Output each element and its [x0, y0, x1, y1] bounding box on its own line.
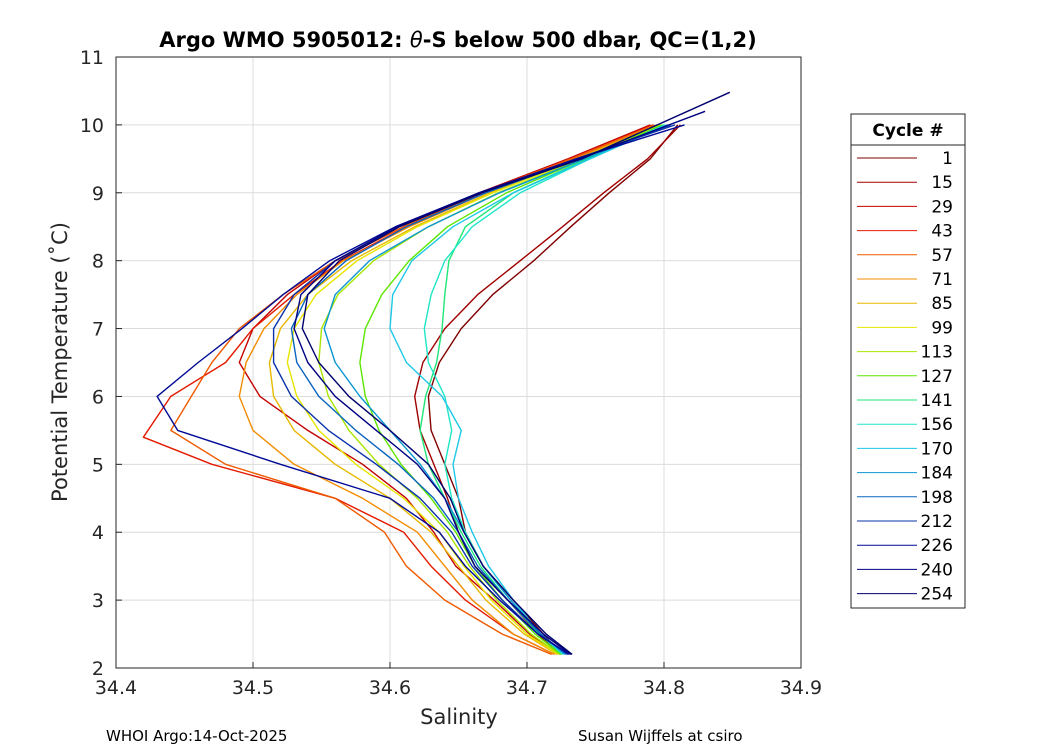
legend-label-cycle-240: 240: [921, 560, 953, 580]
legend-title: Cycle #: [872, 121, 943, 141]
y-tick-label: 8: [92, 251, 104, 273]
legend-label-cycle-99: 99: [931, 318, 953, 338]
series-line-cycle-254: [301, 91, 731, 655]
legend-label-cycle-212: 212: [921, 512, 953, 532]
legend-label-cycle-254: 254: [921, 585, 953, 605]
grid: [115, 56, 802, 669]
x-tick-label: 34.8: [643, 677, 685, 699]
y-tick-label: 2: [92, 658, 104, 680]
y-tick-label: 9: [92, 183, 104, 205]
legend-label-cycle-226: 226: [921, 536, 953, 556]
series-line-cycle-198: [290, 124, 672, 655]
series-line-cycle-240: [293, 110, 706, 655]
legend-label-cycle-29: 29: [931, 197, 953, 217]
legend: Cycle # 1 15 29 43 57 71 85 99 113 127 141 156 170 18…: [850, 113, 966, 609]
legend-label-cycle-184: 184: [921, 464, 953, 484]
x-tick-label: 34.6: [369, 677, 411, 699]
y-tick-label: 3: [92, 590, 104, 612]
x-axis-ticks: 34.4 34.5 34.6 34.7 34.8 34.9: [95, 662, 822, 699]
legend-label-cycle-1: 1: [942, 149, 953, 169]
series-line-cycle-226: [156, 124, 685, 655]
series-lines: [142, 91, 731, 656]
legend-label-cycle-141: 141: [921, 391, 953, 411]
x-tick-label: 34.9: [780, 677, 822, 699]
legend-label-cycle-43: 43: [931, 222, 953, 242]
legend-items: 1 15 29 43 57 71 85 99 113 127 141 156 170 184 198 212 2…: [857, 149, 953, 605]
legend-label-cycle-198: 198: [921, 488, 953, 508]
series-line-cycle-170: [389, 124, 667, 655]
x-tick-label: 34.5: [232, 677, 274, 699]
legend-label-cycle-71: 71: [931, 270, 953, 290]
y-axis-ticks: 2 3 4 5 6 7 8 9 10 11: [80, 47, 122, 680]
x-tick-label: 34.4: [95, 677, 137, 699]
series-line-cycle-43: [142, 124, 654, 656]
legend-label-cycle-15: 15: [931, 173, 953, 193]
legend-label-cycle-113: 113: [921, 343, 953, 363]
legend-label-cycle-170: 170: [921, 439, 953, 459]
y-tick-label: 6: [92, 386, 104, 408]
x-tick-label: 34.7: [506, 677, 548, 699]
series-line-cycle-71: [238, 124, 658, 656]
legend-box: [850, 113, 966, 609]
y-tick-label: 11: [80, 47, 104, 69]
legend-label-cycle-156: 156: [921, 415, 953, 435]
y-tick-label: 10: [80, 115, 104, 137]
x-axis-label: Salinity: [420, 705, 498, 729]
series-line-cycle-127: [359, 124, 663, 655]
chart-title: Argo WMO 5905012: θ-S below 500 dbar, QC…: [159, 28, 756, 52]
y-tick-label: 4: [92, 522, 104, 544]
y-axis-label: Potential Temperature (˚C): [48, 222, 72, 502]
y-tick-label: 5: [92, 454, 104, 476]
series-line-cycle-85: [268, 124, 659, 655]
series-line-cycle-57: [170, 124, 655, 656]
legend-label-cycle-127: 127: [921, 367, 953, 387]
footer-left: WHOI Argo:14-Oct-2025: [106, 727, 287, 745]
series-line-cycle-141: [419, 124, 665, 655]
footer-right: Susan Wijffels at csiro: [578, 727, 743, 745]
series-line-cycle-99: [286, 124, 661, 655]
legend-label-cycle-85: 85: [931, 294, 953, 314]
plot-frame: [115, 56, 802, 669]
y-tick-label: 7: [92, 319, 104, 341]
legend-label-cycle-57: 57: [931, 246, 953, 266]
